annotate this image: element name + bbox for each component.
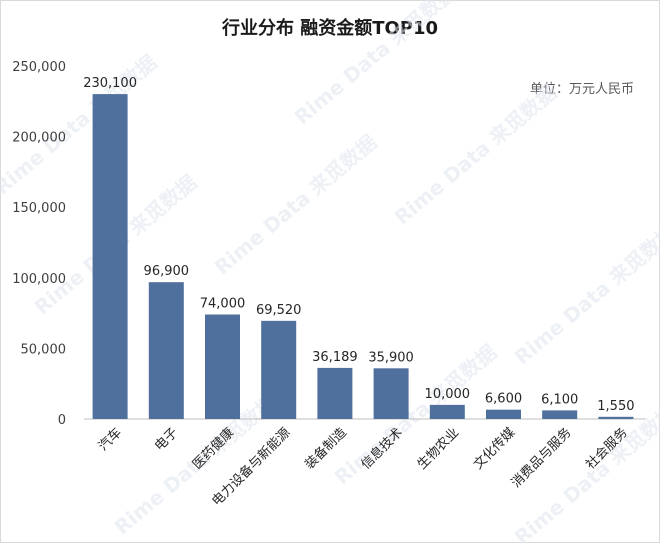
- bar: [429, 404, 465, 419]
- category-label: 汽车: [95, 425, 125, 455]
- category-label: 文化传媒: [471, 425, 518, 472]
- bar: [598, 416, 634, 419]
- y-tick-label: 250,000: [12, 60, 66, 75]
- chart-title: 行业分布 融资金额TOP10: [221, 18, 439, 39]
- unit-note: 单位：万元人民币: [529, 82, 634, 97]
- data-label: 35,900: [368, 350, 414, 365]
- data-label: 69,520: [256, 303, 302, 318]
- watermark-text: Rime Data 来觅数据: [290, 0, 462, 129]
- category-label: 电子: [152, 425, 181, 454]
- data-label: 230,100: [83, 76, 137, 91]
- bar: [542, 410, 578, 419]
- y-tick-label: 150,000: [12, 201, 66, 216]
- watermark-text: Rime Data 来觅数据: [390, 80, 562, 229]
- category-label: 生物农业: [415, 425, 462, 472]
- bar: [317, 367, 353, 419]
- data-label: 6,100: [541, 392, 578, 407]
- data-label: 1,550: [597, 399, 634, 414]
- y-tick-label: 0: [58, 413, 66, 428]
- bar: [261, 320, 297, 419]
- data-label: 6,600: [485, 392, 522, 407]
- data-label: 36,189: [312, 350, 358, 365]
- data-label: 10,000: [425, 387, 471, 402]
- y-tick-label: 200,000: [12, 131, 66, 146]
- bars-layer: [92, 94, 634, 419]
- bar: [148, 282, 184, 419]
- data-label: 74,000: [200, 297, 246, 312]
- bar: [92, 94, 128, 419]
- data-label: 96,900: [144, 264, 190, 279]
- bar: [373, 368, 409, 419]
- watermark-text: Rime Data 来觅数据: [510, 220, 660, 369]
- y-tick-label: 50,000: [21, 342, 67, 357]
- y-tick-label: 100,000: [12, 272, 66, 287]
- bar: [205, 314, 240, 419]
- category-label: 消费品与服务: [508, 425, 574, 491]
- watermark-text: Rime Data 来觅数据: [210, 130, 382, 279]
- bar: [486, 409, 521, 419]
